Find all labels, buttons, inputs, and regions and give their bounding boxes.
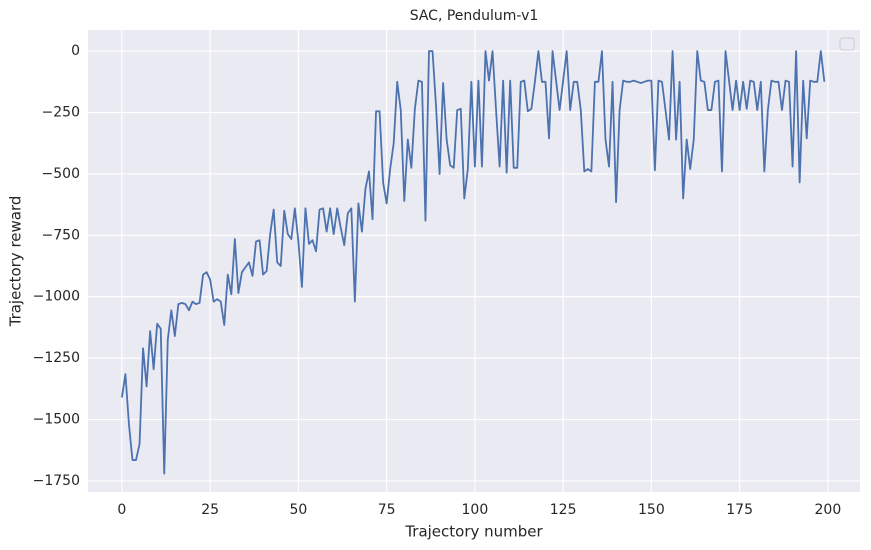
y-tick-label: −1000 — [33, 289, 80, 305]
x-tick-label: 175 — [726, 502, 753, 518]
y-tick-label: −250 — [42, 105, 80, 121]
legend — [839, 37, 855, 51]
x-tick-label: 75 — [378, 502, 396, 518]
y-tick-label: 0 — [71, 43, 80, 59]
x-tick-label: 150 — [638, 502, 665, 518]
x-tick-label: 25 — [201, 502, 219, 518]
x-tick-label: 100 — [462, 502, 489, 518]
x-axis-label: Trajectory number — [404, 523, 543, 541]
y-axis-label: Trajectory reward — [7, 196, 25, 328]
y-tick-label: −1750 — [33, 473, 80, 489]
y-tick-label: −500 — [42, 166, 80, 182]
x-tick-label: 200 — [815, 502, 842, 518]
data-line — [120, 50, 826, 475]
x-tick-label: 50 — [289, 502, 307, 518]
y-tick-label: −1500 — [33, 412, 80, 428]
x-tick-label: 0 — [117, 502, 126, 518]
y-tick-label: −750 — [42, 227, 80, 243]
plot-area — [88, 30, 860, 492]
y-tick-label: −1250 — [33, 350, 80, 366]
x-tick-label: 125 — [550, 502, 577, 518]
chart-title: SAC, Pendulum-v1 — [410, 8, 539, 24]
